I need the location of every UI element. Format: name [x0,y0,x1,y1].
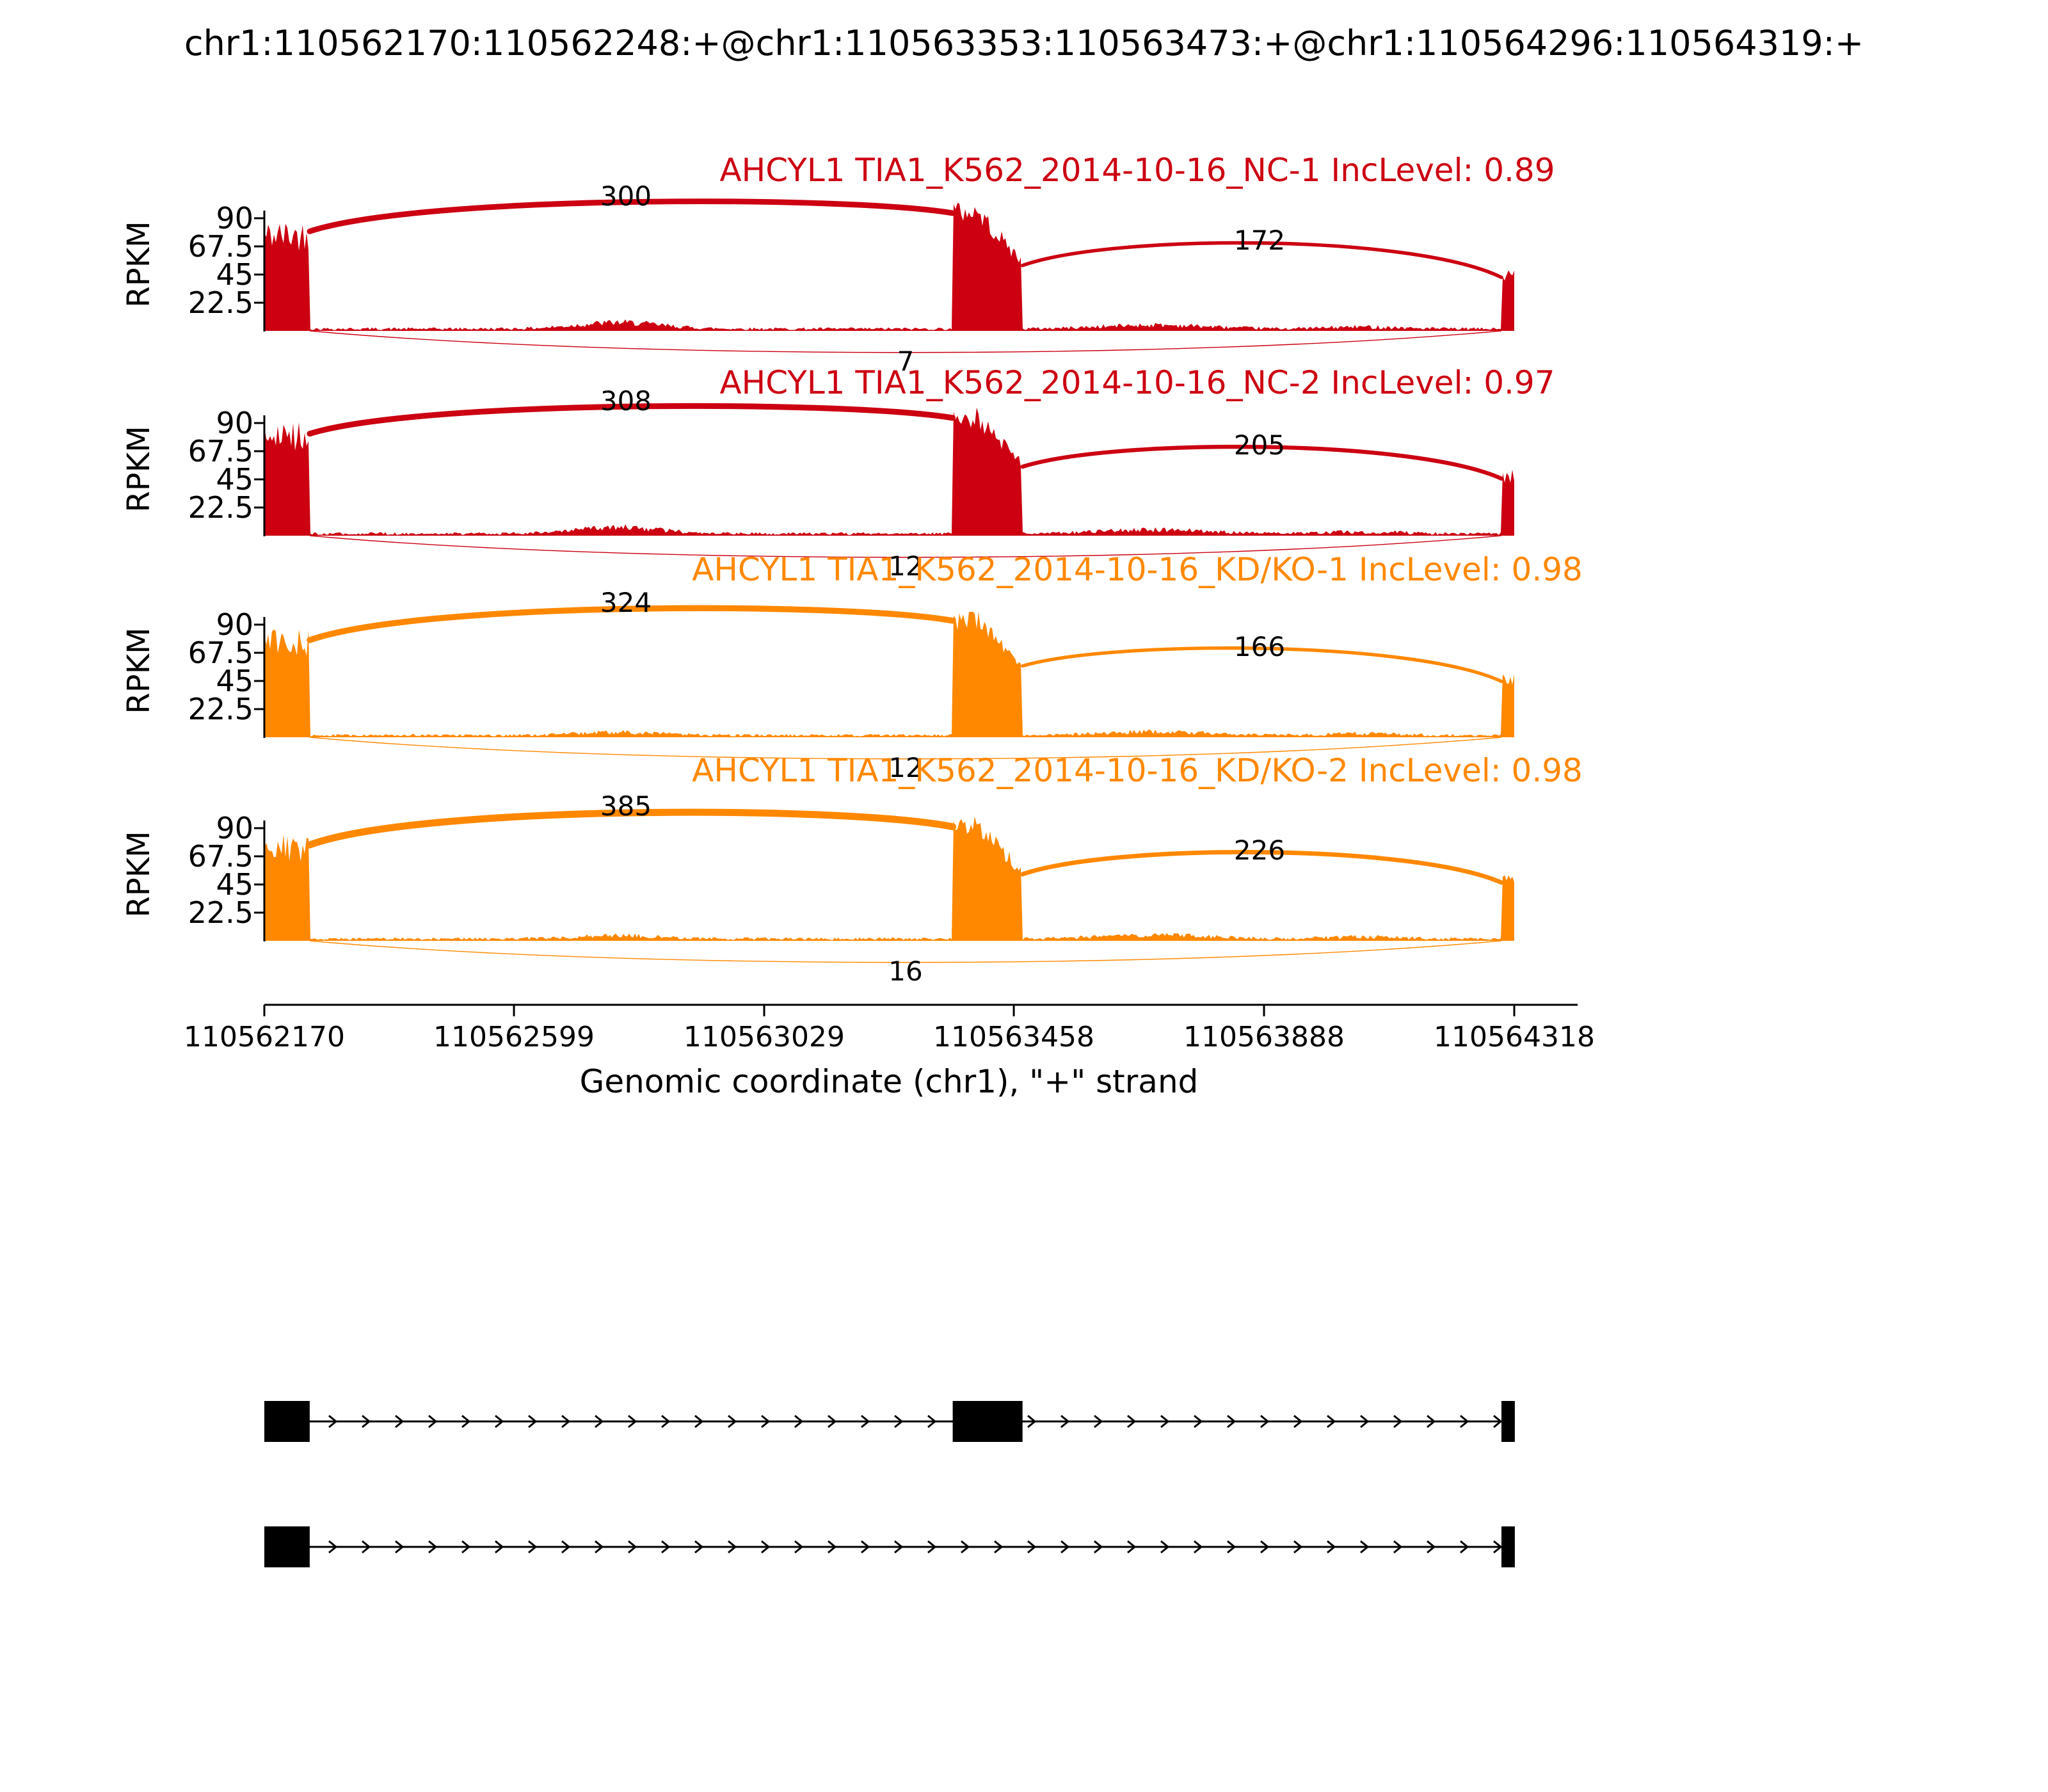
y-tick-label: 45 [216,462,253,497]
y-tick-label: 90 [216,607,253,642]
y-tick-label: 67.5 [188,434,253,468]
rpkm-axis-label: RPKM [121,426,157,513]
junction-count-label: 7 [897,346,915,377]
y-tick-label: 67.5 [188,636,253,670]
y-tick-label: 67.5 [188,229,253,264]
track-title: AHCYL1 TIA1_K562_2014-10-16_NC-2 IncLeve… [719,364,1555,401]
junction-count-label: 205 [1233,429,1286,461]
junction-count-label: 226 [1233,835,1286,866]
x-tick-label: 110562599 [433,1021,595,1053]
track-title: AHCYL1 TIA1_K562_2014-10-16_KD/KO-2 IncL… [692,752,1583,789]
x-axis-label: Genomic coordinate (chr1), "+" strand [579,1063,1199,1100]
x-tick-label: 110563458 [933,1021,1094,1053]
x-tick-label: 110564318 [1434,1021,1595,1053]
x-tick-label: 110563029 [684,1021,845,1053]
x-tick-label: 110562170 [184,1021,345,1053]
y-tick-label: 90 [216,406,253,440]
junction-count-label: 308 [600,385,652,417]
y-tick-label: 67.5 [188,839,253,874]
y-tick-label: 90 [216,811,253,845]
track-title: AHCYL1 TIA1_K562_2014-10-16_KD/KO-1 IncL… [692,551,1583,588]
rpkm-axis-label: RPKM [121,831,157,918]
y-tick-label: 45 [216,664,253,698]
junction-count-label: 324 [600,587,652,618]
y-tick-label: 22.5 [188,490,253,525]
y-tick-label: 90 [216,201,253,236]
plot-title: chr1:110562170:110562248:+@chr1:11056335… [184,23,1864,63]
rpkm-axis-label: RPKM [121,221,157,308]
junction-count-label: 172 [1233,225,1286,256]
x-tick-label: 110563888 [1183,1021,1345,1053]
track-title: AHCYL1 TIA1_K562_2014-10-16_NC-1 IncLeve… [719,152,1555,189]
y-tick-label: 22.5 [188,285,253,320]
y-tick-label: 45 [216,257,253,292]
y-tick-label: 45 [216,867,253,902]
junction-count-label: 12 [888,752,923,783]
y-tick-label: 22.5 [188,895,253,930]
junction-count-label: 12 [888,550,923,582]
junction-count-label: 385 [600,790,652,822]
junction-count-label: 16 [888,956,923,987]
junction-count-label: 166 [1233,631,1286,662]
junction-count-label: 300 [600,180,652,212]
y-tick-label: 22.5 [188,692,253,726]
rpkm-axis-label: RPKM [121,627,157,714]
